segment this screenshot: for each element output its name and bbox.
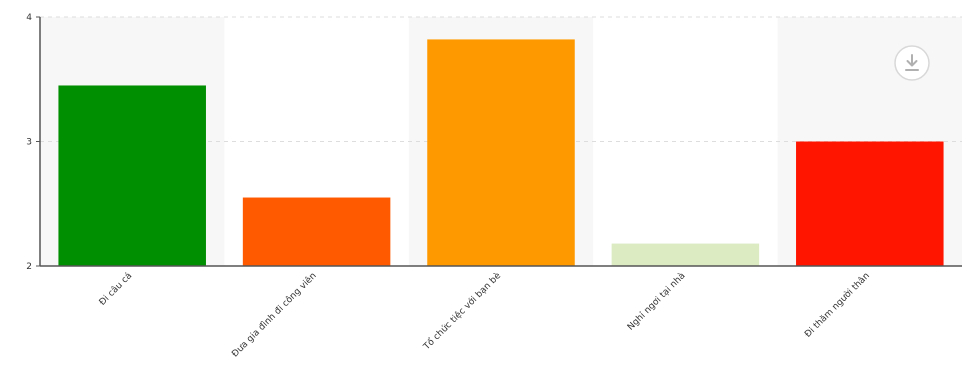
x-tick-label: Đi câu cá <box>98 271 135 308</box>
y-axis: 2 3 4 <box>26 13 41 272</box>
y-tick-label: 4 <box>26 13 32 23</box>
y-tick-label: 2 <box>26 262 32 272</box>
download-button[interactable] <box>894 45 930 81</box>
bar <box>242 197 391 266</box>
bars <box>58 39 944 266</box>
x-tick-label: Đi thăm người thân <box>803 270 872 339</box>
x-tick-label: Tổ chức tiệc với bạn bè <box>421 270 504 353</box>
bar <box>796 141 944 266</box>
x-axis: Đi câu cá Đưa gia đình đi công viên Tổ chứ… <box>40 265 962 359</box>
x-tick-label: Nghỉ ngơi tại nhà <box>625 270 687 332</box>
download-icon <box>905 54 919 71</box>
x-tick-label: Đưa gia đình đi công viên <box>230 270 319 359</box>
bar <box>611 243 760 266</box>
bar <box>427 39 575 266</box>
category-band <box>593 17 778 266</box>
y-tick-label: 3 <box>26 138 32 148</box>
bar <box>58 85 206 266</box>
